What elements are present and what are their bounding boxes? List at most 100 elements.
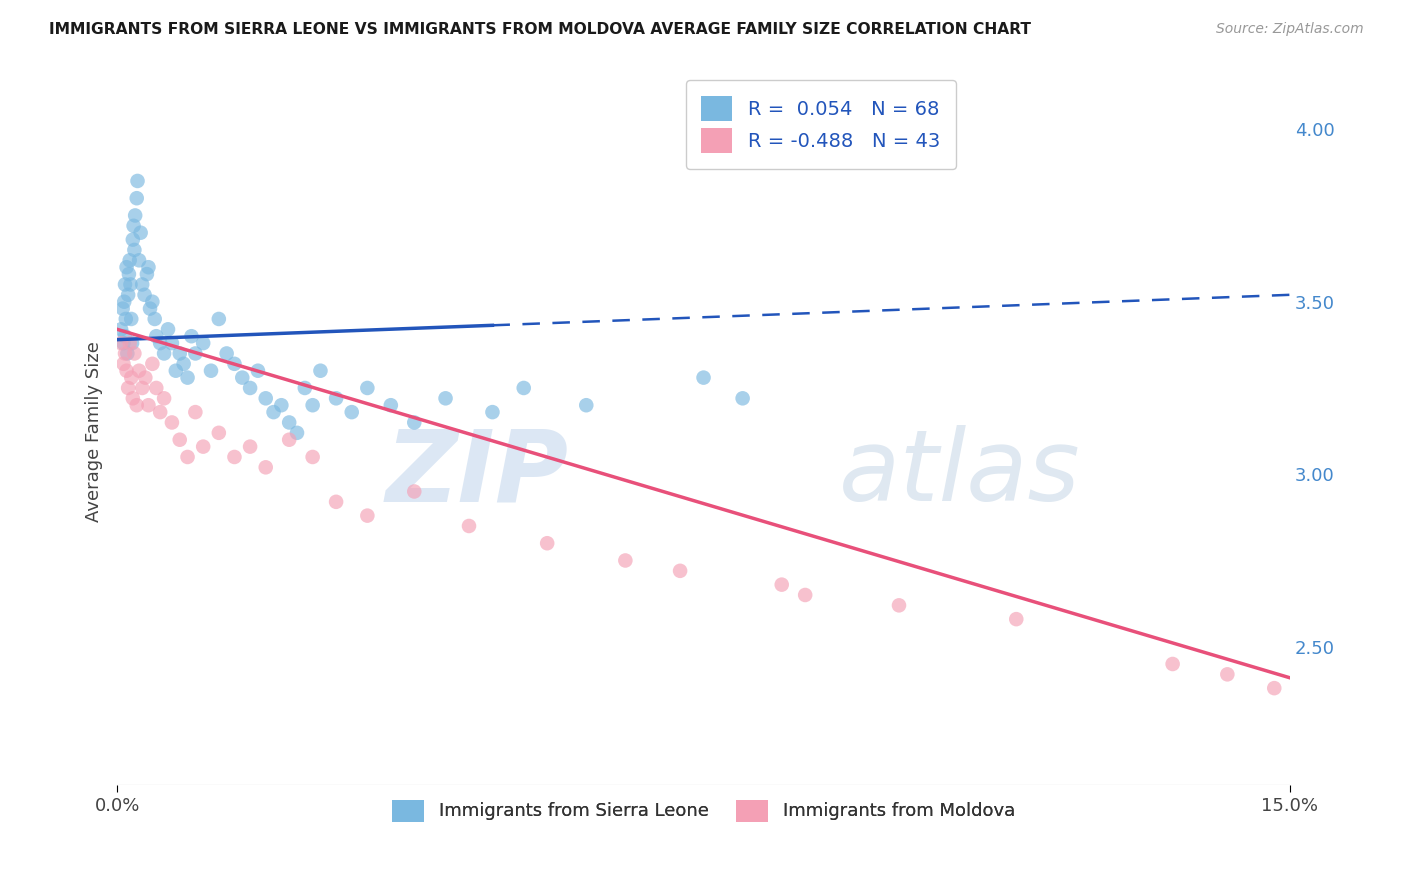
Point <box>285 425 308 440</box>
Point <box>125 398 148 412</box>
Point <box>309 364 332 378</box>
Point <box>669 564 692 578</box>
Point <box>794 588 817 602</box>
Point <box>160 416 183 430</box>
Point <box>176 450 198 464</box>
Point <box>112 336 135 351</box>
Point <box>458 519 481 533</box>
Point <box>731 392 754 406</box>
Point <box>1161 657 1184 671</box>
Point <box>149 405 172 419</box>
Point <box>141 294 163 309</box>
Point <box>254 460 277 475</box>
Point <box>124 243 146 257</box>
Point <box>110 336 132 351</box>
Point <box>127 174 149 188</box>
Point <box>118 267 141 281</box>
Point <box>156 322 179 336</box>
Y-axis label: Average Family Size: Average Family Size <box>86 341 103 522</box>
Point <box>208 312 231 326</box>
Point <box>278 416 301 430</box>
Legend: Immigrants from Sierra Leone, Immigrants from Moldova: Immigrants from Sierra Leone, Immigrants… <box>385 792 1022 829</box>
Point <box>278 433 301 447</box>
Point <box>1263 681 1285 695</box>
Point <box>114 329 136 343</box>
Point <box>112 357 135 371</box>
Point <box>128 364 150 378</box>
Point <box>145 381 167 395</box>
Point <box>122 219 145 233</box>
Point <box>115 260 138 275</box>
Point <box>380 398 402 412</box>
Point <box>160 336 183 351</box>
Point <box>575 398 598 412</box>
Text: ZIP: ZIP <box>385 425 568 522</box>
Point <box>263 405 285 419</box>
Point <box>239 381 262 395</box>
Point <box>134 288 156 302</box>
Text: atlas: atlas <box>838 425 1080 522</box>
Point <box>1216 667 1239 681</box>
Point <box>139 301 162 316</box>
Point <box>176 370 198 384</box>
Point <box>121 233 143 247</box>
Point <box>124 346 146 360</box>
Point <box>169 433 191 447</box>
Point <box>121 392 143 406</box>
Point <box>770 577 793 591</box>
Point <box>114 312 136 326</box>
Point <box>200 364 222 378</box>
Point <box>143 312 166 326</box>
Point <box>325 495 347 509</box>
Point <box>246 364 269 378</box>
Point <box>153 392 176 406</box>
Point <box>340 405 363 419</box>
Point <box>120 277 142 292</box>
Point <box>129 226 152 240</box>
Point <box>404 484 426 499</box>
Point <box>325 392 347 406</box>
Text: Source: ZipAtlas.com: Source: ZipAtlas.com <box>1216 22 1364 37</box>
Point <box>294 381 316 395</box>
Point <box>153 346 176 360</box>
Point <box>118 336 141 351</box>
Point <box>141 357 163 371</box>
Point <box>193 440 215 454</box>
Point <box>165 364 187 378</box>
Point <box>117 288 139 302</box>
Point <box>169 346 191 360</box>
Point <box>356 508 378 523</box>
Point <box>128 253 150 268</box>
Point <box>117 381 139 395</box>
Point <box>481 405 503 419</box>
Point <box>125 191 148 205</box>
Point <box>149 336 172 351</box>
Point <box>434 392 457 406</box>
Text: IMMIGRANTS FROM SIERRA LEONE VS IMMIGRANTS FROM MOLDOVA AVERAGE FAMILY SIZE CORR: IMMIGRANTS FROM SIERRA LEONE VS IMMIGRAN… <box>49 22 1031 37</box>
Point <box>138 398 160 412</box>
Point <box>114 346 136 360</box>
Point <box>301 398 323 412</box>
Point <box>215 346 238 360</box>
Point <box>124 209 146 223</box>
Point <box>112 294 135 309</box>
Point <box>131 381 153 395</box>
Point <box>512 381 534 395</box>
Point <box>193 336 215 351</box>
Point <box>536 536 558 550</box>
Point <box>301 450 323 464</box>
Point <box>121 336 143 351</box>
Point <box>231 370 253 384</box>
Point <box>120 312 142 326</box>
Point <box>131 277 153 292</box>
Point <box>208 425 231 440</box>
Point <box>356 381 378 395</box>
Point <box>135 267 157 281</box>
Point <box>120 370 142 384</box>
Point <box>134 370 156 384</box>
Point <box>887 599 910 613</box>
Point <box>117 346 139 360</box>
Point <box>184 405 207 419</box>
Point <box>614 553 637 567</box>
Point <box>1005 612 1028 626</box>
